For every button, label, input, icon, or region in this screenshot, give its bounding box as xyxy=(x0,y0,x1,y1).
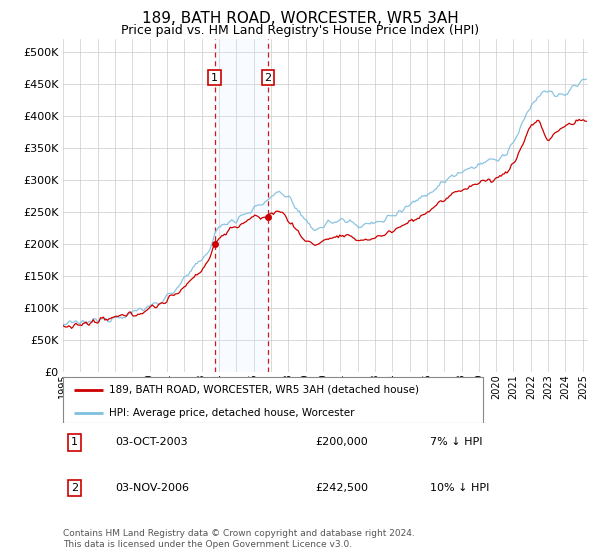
Text: 2: 2 xyxy=(265,73,272,83)
Text: 2: 2 xyxy=(71,483,78,493)
Text: 189, BATH ROAD, WORCESTER, WR5 3AH (detached house): 189, BATH ROAD, WORCESTER, WR5 3AH (deta… xyxy=(109,385,419,395)
Text: 03-NOV-2006: 03-NOV-2006 xyxy=(115,483,190,493)
Text: Price paid vs. HM Land Registry's House Price Index (HPI): Price paid vs. HM Land Registry's House … xyxy=(121,24,479,37)
Text: 189, BATH ROAD, WORCESTER, WR5 3AH: 189, BATH ROAD, WORCESTER, WR5 3AH xyxy=(142,11,458,26)
Bar xyxy=(215,39,268,372)
Text: 1: 1 xyxy=(211,73,218,83)
Text: 7% ↓ HPI: 7% ↓ HPI xyxy=(431,437,483,447)
Text: £200,000: £200,000 xyxy=(315,437,368,447)
Text: £242,500: £242,500 xyxy=(315,483,368,493)
Text: HPI: Average price, detached house, Worcester: HPI: Average price, detached house, Worc… xyxy=(109,408,355,418)
Text: 1: 1 xyxy=(71,437,78,447)
Text: Contains HM Land Registry data © Crown copyright and database right 2024.
This d: Contains HM Land Registry data © Crown c… xyxy=(63,529,415,549)
Text: 10% ↓ HPI: 10% ↓ HPI xyxy=(431,483,490,493)
Text: 03-OCT-2003: 03-OCT-2003 xyxy=(115,437,188,447)
